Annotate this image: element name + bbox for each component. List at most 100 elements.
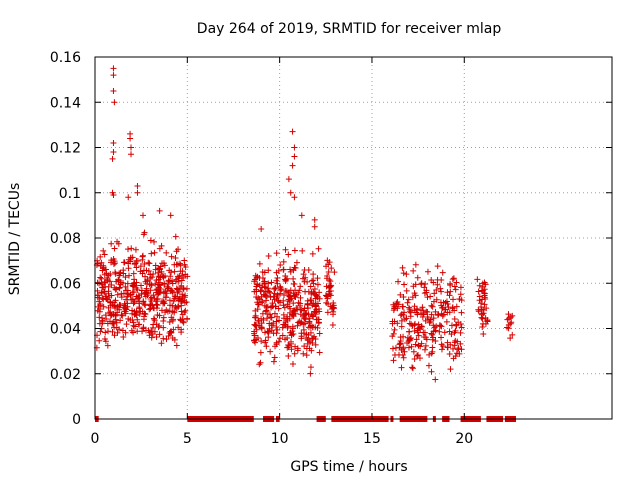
data-point — [273, 250, 280, 257]
data-point — [314, 316, 321, 323]
data-point — [107, 298, 114, 305]
data-point — [260, 316, 267, 323]
data-point — [293, 259, 300, 266]
data-point — [507, 335, 514, 342]
data-point — [479, 311, 486, 318]
data-point — [436, 328, 443, 335]
data-point — [128, 151, 135, 158]
data-point — [400, 293, 407, 300]
data-point — [280, 311, 287, 318]
data-point — [289, 311, 296, 318]
data-point — [438, 276, 445, 283]
data-point — [312, 303, 319, 310]
data-point — [410, 267, 417, 274]
data-point — [316, 330, 323, 337]
data-point — [130, 288, 137, 295]
data-point — [422, 281, 429, 288]
data-point — [123, 287, 130, 294]
data-point — [282, 276, 289, 283]
data-point — [155, 265, 162, 272]
data-point — [289, 162, 296, 169]
data-point — [406, 336, 413, 343]
data-point — [94, 292, 101, 299]
data-point — [316, 349, 323, 356]
data-point — [160, 317, 167, 324]
data-point — [108, 240, 115, 247]
data-point — [280, 266, 287, 273]
data-point — [101, 251, 108, 258]
data-point — [107, 259, 114, 266]
data-point — [273, 339, 280, 346]
data-point — [427, 318, 434, 325]
data-point — [160, 324, 167, 331]
data-point — [168, 253, 175, 260]
data-point — [146, 329, 153, 336]
data-point — [114, 303, 121, 310]
data-point — [125, 194, 132, 201]
data-point — [414, 311, 421, 318]
data-point — [129, 296, 136, 303]
data-point — [171, 336, 178, 343]
data-point — [142, 293, 149, 300]
data-point — [423, 336, 430, 343]
data-point — [258, 299, 265, 306]
data-point — [255, 295, 262, 302]
data-point — [288, 340, 295, 347]
data-point — [434, 281, 441, 288]
data-point — [481, 301, 488, 308]
data-point — [279, 332, 286, 339]
data-point — [177, 268, 184, 275]
data-point — [153, 334, 160, 341]
data-point — [403, 271, 410, 278]
data-point — [97, 253, 104, 260]
data-point — [456, 350, 463, 357]
data-point — [258, 293, 265, 300]
x-tick-label: 0 — [91, 431, 100, 447]
data-point — [307, 370, 314, 377]
data-point — [314, 275, 321, 282]
data-point — [326, 290, 333, 297]
data-point — [421, 284, 428, 291]
data-point — [282, 272, 289, 279]
data-point — [291, 264, 298, 271]
data-point — [298, 306, 305, 313]
data-point — [307, 297, 314, 304]
data-point — [147, 275, 154, 282]
data-point — [452, 327, 459, 334]
data-point — [155, 287, 162, 294]
data-point — [97, 302, 104, 309]
data-point — [280, 258, 287, 265]
data-point — [148, 328, 155, 335]
data-point — [142, 311, 149, 318]
data-point — [127, 135, 134, 142]
data-point — [277, 283, 284, 290]
data-point — [109, 328, 116, 335]
data-point — [101, 288, 108, 295]
data-point — [263, 293, 270, 300]
data-point — [429, 303, 436, 310]
data-point — [507, 320, 514, 327]
data-point — [265, 267, 272, 274]
data-point — [146, 332, 153, 339]
data-point — [446, 350, 453, 357]
data-point — [100, 247, 107, 254]
data-point — [390, 357, 397, 364]
data-point — [125, 246, 132, 253]
data-point — [130, 282, 137, 289]
data-point — [251, 321, 258, 328]
data-point — [147, 301, 154, 308]
data-point — [475, 288, 482, 295]
data-point — [458, 324, 465, 331]
data-point — [112, 312, 119, 319]
data-point — [136, 305, 143, 312]
data-point — [261, 278, 268, 285]
data-point — [304, 340, 311, 347]
data-point — [100, 265, 107, 272]
data-point — [308, 290, 315, 297]
data-point — [434, 263, 441, 270]
data-point — [326, 282, 333, 289]
data-point — [184, 316, 191, 323]
data-point — [412, 292, 419, 299]
data-point — [268, 279, 275, 286]
data-point — [505, 311, 512, 318]
